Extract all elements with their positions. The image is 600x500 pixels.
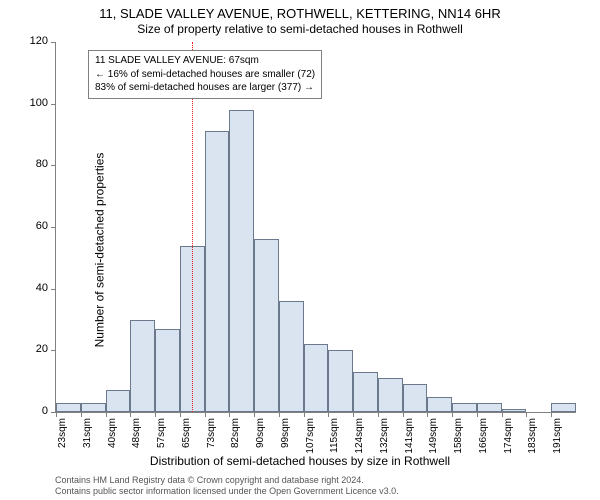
histogram-bar xyxy=(551,403,576,412)
histogram-bar xyxy=(353,372,378,412)
chart-title-sub: Size of property relative to semi-detach… xyxy=(0,22,600,36)
y-tick-label: 80 xyxy=(18,158,56,170)
x-tick-label: 99sqm xyxy=(280,418,291,448)
x-tick-label: 149sqm xyxy=(428,418,439,454)
x-tick-mark xyxy=(106,412,107,417)
histogram-bar xyxy=(378,378,403,412)
x-tick-label: 73sqm xyxy=(206,418,217,448)
x-tick-mark xyxy=(353,412,354,417)
histogram-bar xyxy=(254,239,279,412)
property-size-chart: 11, SLADE VALLEY AVENUE, ROTHWELL, KETTE… xyxy=(0,0,600,500)
chart-title-main: 11, SLADE VALLEY AVENUE, ROTHWELL, KETTE… xyxy=(0,6,600,21)
histogram-bar xyxy=(106,390,131,412)
histogram-bar xyxy=(427,397,452,412)
x-tick-mark xyxy=(427,412,428,417)
info-box: 11 SLADE VALLEY AVENUE: 67sqm ← 16% of s… xyxy=(88,50,322,99)
attribution-text: Contains HM Land Registry data © Crown c… xyxy=(55,475,399,498)
histogram-bar xyxy=(229,110,254,412)
x-tick-label: 57sqm xyxy=(156,418,167,448)
x-tick-mark xyxy=(205,412,206,417)
x-tick-label: 107sqm xyxy=(305,418,316,454)
x-tick-mark xyxy=(551,412,552,417)
histogram-bar xyxy=(304,344,329,412)
x-tick-mark xyxy=(526,412,527,417)
x-tick-mark xyxy=(477,412,478,417)
x-tick-label: 124sqm xyxy=(354,418,365,454)
x-tick-mark xyxy=(452,412,453,417)
info-line-2: ← 16% of semi-detached houses are smalle… xyxy=(95,68,315,82)
x-tick-label: 115sqm xyxy=(329,418,340,453)
y-tick-label: 40 xyxy=(18,282,56,294)
info-line-3: 83% of semi-detached houses are larger (… xyxy=(95,81,315,95)
x-axis-label: Distribution of semi-detached houses by … xyxy=(0,454,600,468)
x-tick-mark xyxy=(81,412,82,417)
x-tick-label: 65sqm xyxy=(181,418,192,448)
info-line-1: 11 SLADE VALLEY AVENUE: 67sqm xyxy=(95,54,315,68)
histogram-bar xyxy=(452,403,477,412)
y-tick-label: 100 xyxy=(18,97,56,109)
histogram-bar xyxy=(279,301,304,412)
histogram-bar xyxy=(502,409,527,412)
y-tick-mark xyxy=(51,42,56,43)
x-tick-label: 166sqm xyxy=(478,418,489,454)
plot-area: 02040608010012023sqm31sqm40sqm48sqm57sqm… xyxy=(55,42,576,413)
x-tick-mark xyxy=(328,412,329,417)
y-tick-mark xyxy=(51,289,56,290)
histogram-bar xyxy=(155,329,180,412)
histogram-bar xyxy=(56,403,81,412)
x-tick-label: 23sqm xyxy=(57,418,68,448)
x-tick-label: 132sqm xyxy=(379,418,390,454)
x-tick-label: 48sqm xyxy=(131,418,142,448)
x-tick-label: 174sqm xyxy=(503,418,514,454)
y-tick-mark xyxy=(51,104,56,105)
y-tick-mark xyxy=(51,350,56,351)
x-tick-mark xyxy=(56,412,57,417)
x-tick-label: 40sqm xyxy=(107,418,118,448)
attribution-line-2: Contains public sector information licen… xyxy=(55,486,399,498)
histogram-bar xyxy=(205,131,230,412)
x-tick-mark xyxy=(304,412,305,417)
y-tick-label: 60 xyxy=(18,220,56,232)
x-tick-label: 183sqm xyxy=(527,418,538,454)
x-tick-label: 158sqm xyxy=(453,418,464,454)
x-tick-mark xyxy=(254,412,255,417)
x-tick-label: 31sqm xyxy=(82,418,93,448)
y-tick-mark xyxy=(51,165,56,166)
x-tick-mark xyxy=(155,412,156,417)
x-tick-label: 141sqm xyxy=(404,418,415,454)
x-tick-label: 82sqm xyxy=(230,418,241,448)
y-tick-label: 20 xyxy=(18,343,56,355)
histogram-bar xyxy=(477,403,502,412)
attribution-line-1: Contains HM Land Registry data © Crown c… xyxy=(55,475,399,487)
x-tick-mark xyxy=(378,412,379,417)
histogram-bar xyxy=(81,403,106,412)
histogram-bar xyxy=(403,384,428,412)
x-tick-mark xyxy=(502,412,503,417)
x-tick-mark xyxy=(180,412,181,417)
x-tick-mark xyxy=(130,412,131,417)
histogram-bar xyxy=(130,320,155,413)
y-tick-mark xyxy=(51,227,56,228)
x-tick-mark xyxy=(279,412,280,417)
x-tick-mark xyxy=(229,412,230,417)
y-tick-label: 120 xyxy=(18,35,56,47)
x-tick-mark xyxy=(403,412,404,417)
x-tick-label: 90sqm xyxy=(255,418,266,448)
x-tick-label: 191sqm xyxy=(552,418,563,454)
histogram-bar xyxy=(328,350,353,412)
y-tick-label: 0 xyxy=(18,405,56,417)
